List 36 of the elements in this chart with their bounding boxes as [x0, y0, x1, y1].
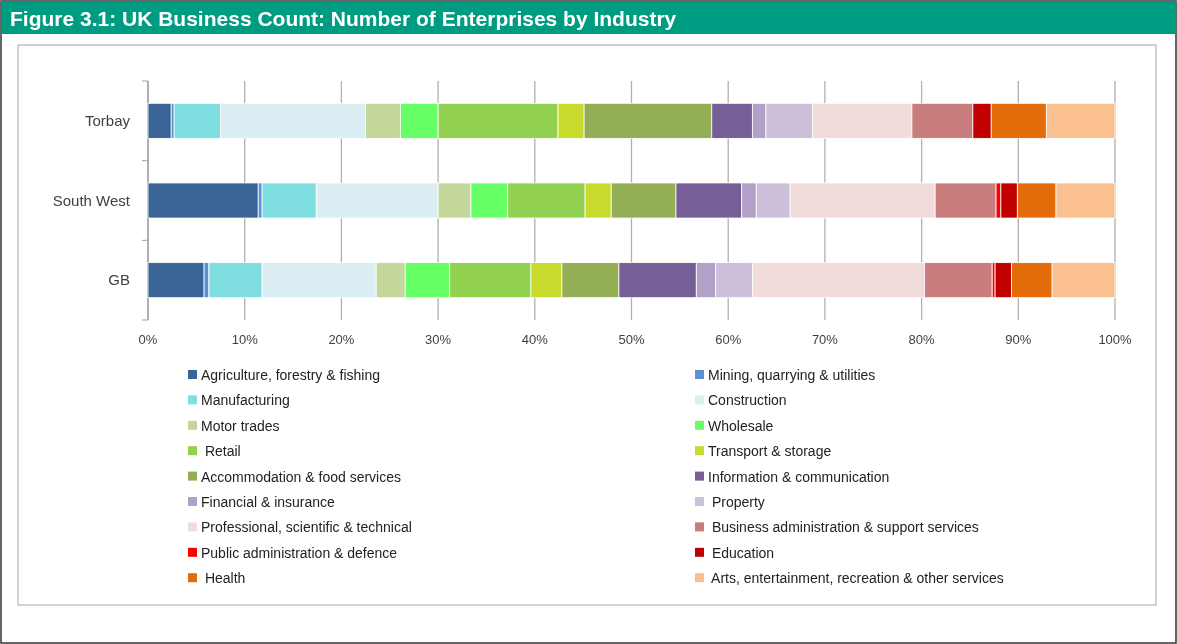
- legend-label: Property: [708, 494, 765, 510]
- x-tick-label: 30%: [425, 332, 452, 347]
- legend-label: Motor trades: [201, 417, 280, 434]
- legend-label: Education: [708, 544, 775, 561]
- bar: [147, 182, 259, 219]
- x-tick-label: 10%: [231, 332, 259, 347]
- x-tick-label: 50%: [618, 332, 645, 347]
- legend-label: Professional, scientific & technical: [201, 519, 412, 536]
- x-tick-label: 80%: [908, 332, 936, 347]
- legend-label: Financial & insurance: [201, 494, 336, 510]
- y-tick-label: South West: [52, 191, 131, 209]
- y-tick-label: GB: [108, 271, 130, 289]
- bar: [147, 262, 205, 299]
- legend-label: Accommodation & food services: [201, 468, 401, 485]
- y-tick-label: Torbay: [84, 111, 131, 129]
- legend-label: Health: [201, 570, 246, 587]
- legend-label: Transport & storage: [708, 443, 832, 460]
- legend-label: Mining, quarrying & utilities: [708, 367, 876, 383]
- legend-label: Manufacturing: [201, 392, 290, 409]
- legend-label: Arts, entertainment, recreation & other services: [708, 570, 1004, 587]
- legend-label: Wholesale: [708, 417, 774, 434]
- x-tick-label: 60%: [715, 332, 742, 347]
- x-tick-label: 0%: [138, 332, 158, 347]
- legend-label: Agriculture, forestry & fishing: [201, 367, 380, 383]
- legend-label: Construction: [708, 392, 787, 409]
- chart-title: Figure 3.1: UK Business Count: Number of Enterprises by Industry: [10, 7, 677, 30]
- x-tick-label: 70%: [811, 332, 839, 347]
- x-tick-label: 90%: [1005, 332, 1032, 347]
- bar: [147, 102, 172, 139]
- x-tick-label: 40%: [521, 332, 549, 347]
- legend-label: Public administration & defence: [201, 544, 398, 561]
- x-tick-label: 100%: [1098, 332, 1133, 347]
- x-tick-label: 20%: [328, 332, 355, 347]
- legend-label: Business administration & support services: [708, 519, 979, 536]
- legend-label: Information & communication: [708, 468, 890, 485]
- legend-label: Retail: [201, 443, 241, 460]
